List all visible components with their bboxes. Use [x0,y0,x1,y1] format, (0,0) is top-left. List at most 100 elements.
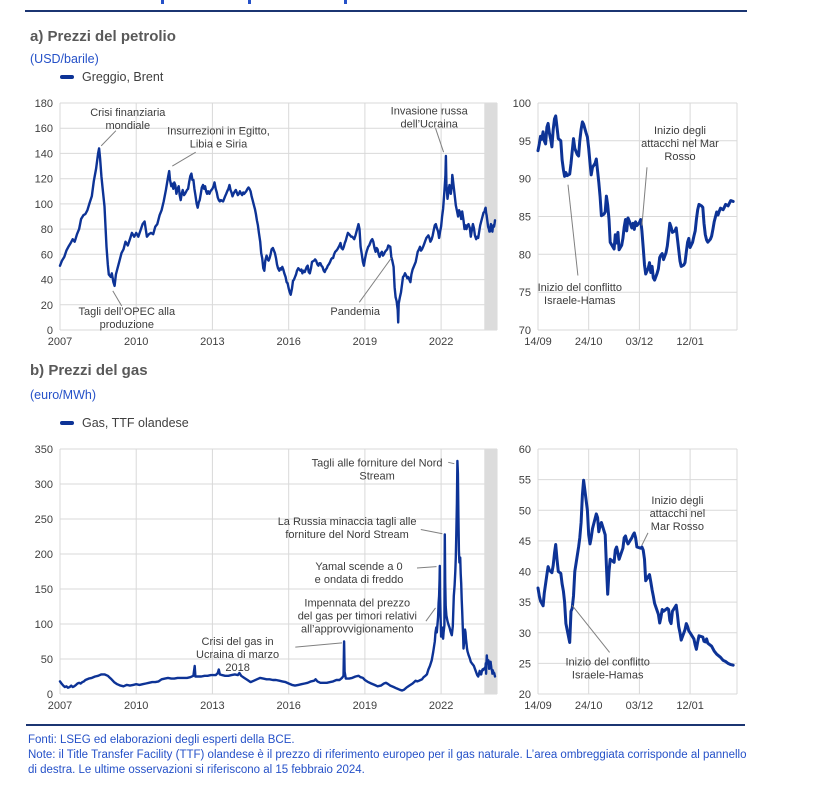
y-tick-label: 30 [519,628,531,640]
annotation-leader-line [425,607,436,622]
y-tick-label: 80 [519,249,531,261]
footer-sources: Fonti: LSEG ed elaborazioni degli espert… [28,734,295,746]
x-tick-label: 2010 [124,336,148,348]
panel-a-unit-label: (USD/barile) [30,52,99,66]
annotation-leader-line [295,642,343,648]
gas-main-chart: 0 50 100 150 200 250 300 350 2007 2010 2013 2016 201… [35,444,498,712]
x-tick-label: 24/10 [575,700,603,712]
y-tick-label: 100 [513,98,531,110]
annotation-leader-line [420,529,443,535]
y-tick-label: 50 [41,654,53,666]
y-tick-label: 40 [41,275,53,287]
clipped-text-remnant [161,0,164,4]
x-tick-label: 2016 [276,700,300,712]
y-tick-label: 40 [519,567,531,579]
annotation-text: Pandemia [330,306,380,318]
annotation-text: La Russia minaccia tagli alle forniture d… [278,516,417,541]
annotation-leader-line [112,290,123,307]
y-tick-label: 350 [35,444,53,456]
y-tick-label: 90 [519,174,531,186]
footer-notes: Note: il Title Transfer Facility (TTF) o… [28,749,747,776]
x-tick-label: 2016 [276,336,300,348]
annotation-leader-line [571,604,610,653]
annotation-leader-line [448,461,455,465]
y-tick-label: 160 [35,123,53,135]
oil-recent-chart: 70 75 80 85 90 95 100 14/09 24/10 03/12 12/01 Inizi… [513,98,738,348]
x-tick-label: 03/12 [626,336,654,348]
x-tick-label: 14/09 [524,700,552,712]
annotation-text: Inizio del conflitto Israele-Hamas [538,282,622,307]
x-tick-label: 14/09 [524,336,552,348]
annotation-leader-line [435,128,445,153]
y-tick-label: 45 [519,536,531,548]
x-tick-label: 2007 [48,700,72,712]
series-line-gas-main [58,459,497,692]
y-tick-label: 35 [519,597,531,609]
x-tick-label: 2019 [353,336,377,348]
y-tick-label: 70 [519,325,531,337]
y-tick-label: 55 [519,475,531,487]
gas-recent-chart: 20 25 30 35 40 45 50 55 60 14/09 24/10 03/12 12/01 In… [519,444,738,712]
y-tick-label: 25 [519,658,531,670]
y-tick-label: 20 [519,689,531,701]
y-tick-label: 200 [35,549,53,561]
annotation-text: Inizio del conflitto Israele-Hamas [566,657,650,682]
x-tick-label: 2007 [48,336,72,348]
series-line-gas-recent [536,478,735,667]
annotation-text: Insurrezioni in Egitto, Libia e Siria [167,126,270,151]
y-tick-label: 100 [35,619,53,631]
y-tick-label: 250 [35,514,53,526]
panel-b-legend: Gas, TTF olandese [60,416,189,430]
annotation-text: Crisi finanziaria mondiale [90,107,166,132]
legend-swatch-ttf [60,421,74,425]
y-tick-label: 60 [519,444,531,456]
clipped-text-remnant [248,0,251,4]
annotation-leader-line [567,184,579,276]
y-tick-label: 180 [35,98,53,110]
panel-b-title: b) Prezzi del gas [30,362,148,379]
legend-swatch-brent [60,75,74,79]
annotation-leader-line [641,532,649,546]
annotation-leader-line [100,130,117,147]
gridlines [59,448,498,695]
gridlines [537,102,738,331]
footer-divider-rule [26,724,745,726]
annotation-leader-line [641,167,648,226]
panel-b-unit-label: (euro/MWh) [30,388,96,402]
y-tick-label: 0 [47,325,53,337]
y-tick-label: 300 [35,479,53,491]
x-tick-label: 03/12 [626,700,654,712]
legend-label-brent: Greggio, Brent [82,70,164,84]
panel-a-legend: Greggio, Brent [60,70,163,84]
annotation-leader-line [358,257,392,303]
x-tick-label: 2013 [200,700,224,712]
oil-main-chart: 0 20 40 60 80 100 120 140 160 180 2007 2010 2013 2016… [35,98,498,348]
y-tick-label: 120 [35,174,53,186]
annotation-text: Inizio degli attacchi nel Mar Rosso [641,125,719,163]
annotation-text: Impennata del prezzo del gas per timori r… [298,597,417,635]
series-line-oil-main [58,147,497,324]
annotation-leader-line [172,151,196,167]
shaded-recent-region [484,449,497,694]
y-tick-label: 75 [519,287,531,299]
x-tick-label: 2022 [429,336,453,348]
panel-a-title: a) Prezzi del petrolio [30,28,176,45]
y-tick-label: 85 [519,212,531,224]
annotation-leader-line [416,566,437,569]
y-tick-label: 150 [35,584,53,596]
top-divider-rule [25,10,747,12]
x-tick-label: 2010 [124,700,148,712]
y-tick-label: 140 [35,148,53,160]
y-tick-label: 100 [35,199,53,211]
shaded-recent-region [484,103,497,330]
clipped-text-remnant [344,0,347,4]
charts-canvas: 0 20 40 60 80 100 120 140 160 180 2007 2010 2013 2016… [35,98,738,712]
annotation-text: Tagli dell’OPEC alla produzione [78,306,175,331]
x-tick-label: 2019 [353,700,377,712]
y-tick-label: 20 [41,300,53,312]
x-tick-label: 24/10 [575,336,603,348]
x-tick-label: 12/01 [676,700,704,712]
x-tick-label: 2013 [200,336,224,348]
y-tick-label: 50 [519,505,531,517]
